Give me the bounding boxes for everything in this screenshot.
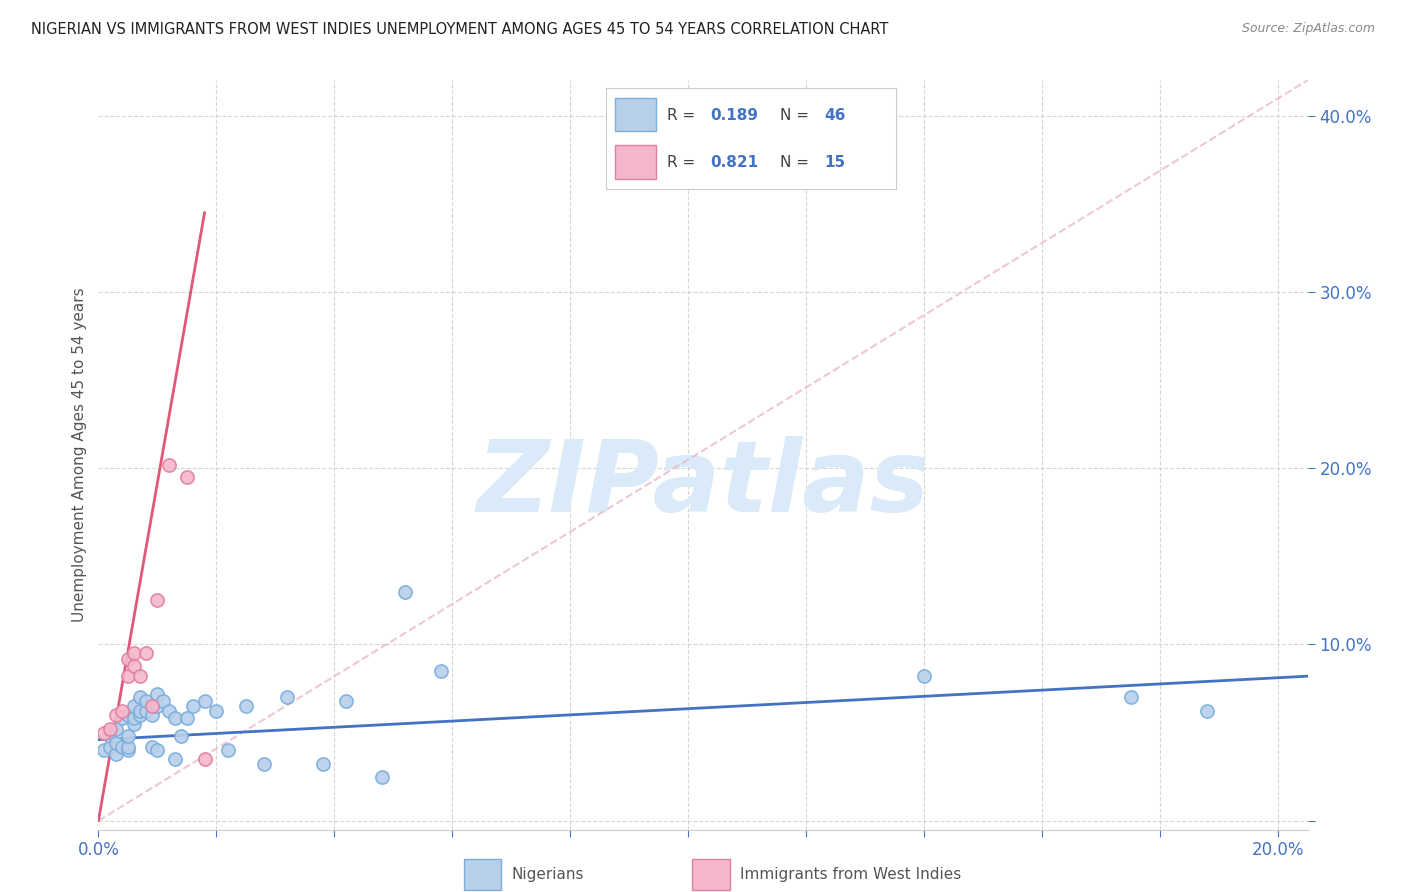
Point — [117, 743, 139, 757]
Point — [122, 699, 145, 714]
Y-axis label: Unemployment Among Ages 45 to 54 years: Unemployment Among Ages 45 to 54 years — [72, 287, 87, 623]
Point — [141, 739, 163, 754]
Point — [93, 743, 115, 757]
Point — [157, 705, 180, 719]
Point — [135, 646, 157, 660]
Point — [105, 747, 128, 761]
Point — [157, 458, 180, 472]
Point — [394, 584, 416, 599]
Point — [370, 770, 392, 784]
Point — [128, 708, 150, 723]
Point — [146, 699, 169, 714]
Point — [429, 664, 451, 678]
Point — [181, 699, 204, 714]
Point — [135, 694, 157, 708]
Point — [122, 646, 145, 660]
Point — [146, 593, 169, 607]
Point — [252, 757, 274, 772]
Point — [117, 729, 139, 743]
Point — [122, 711, 145, 725]
Point — [165, 752, 187, 766]
Point — [98, 729, 121, 743]
Point — [117, 708, 139, 723]
Point — [128, 669, 150, 683]
Point — [311, 757, 333, 772]
Point — [1197, 705, 1219, 719]
Point — [141, 699, 163, 714]
Point — [194, 752, 217, 766]
Point — [111, 739, 134, 754]
Point — [146, 743, 169, 757]
Point — [170, 729, 193, 743]
Point — [105, 708, 128, 723]
Point — [135, 705, 157, 719]
Point — [117, 669, 139, 683]
Point — [122, 716, 145, 731]
Point — [152, 694, 174, 708]
Point — [122, 658, 145, 673]
Text: NIGERIAN VS IMMIGRANTS FROM WEST INDIES UNEMPLOYMENT AMONG AGES 45 TO 54 YEARS C: NIGERIAN VS IMMIGRANTS FROM WEST INDIES … — [31, 22, 889, 37]
Point — [128, 705, 150, 719]
Point — [205, 705, 228, 719]
Point — [111, 705, 134, 719]
Point — [235, 699, 257, 714]
Text: ZIPatlas: ZIPatlas — [477, 436, 929, 533]
Point — [98, 739, 121, 754]
Point — [176, 711, 198, 725]
Point — [105, 722, 128, 736]
Point — [141, 708, 163, 723]
Point — [117, 739, 139, 754]
Point — [912, 669, 935, 683]
Point — [1119, 690, 1142, 705]
Point — [176, 470, 198, 484]
Point — [105, 736, 128, 750]
Point — [276, 690, 298, 705]
Point — [117, 651, 139, 665]
Point — [217, 743, 239, 757]
Text: Source: ZipAtlas.com: Source: ZipAtlas.com — [1241, 22, 1375, 36]
Point — [93, 725, 115, 739]
Point — [194, 694, 217, 708]
Point — [335, 694, 357, 708]
Point — [165, 711, 187, 725]
Point — [128, 690, 150, 705]
Point — [111, 711, 134, 725]
Point — [98, 722, 121, 736]
Point — [146, 687, 169, 701]
